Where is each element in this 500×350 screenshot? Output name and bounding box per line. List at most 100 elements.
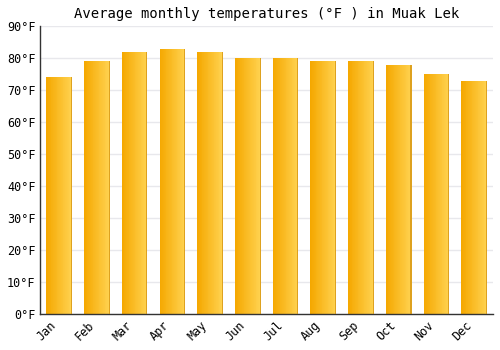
Bar	[65, 77, 66, 314]
Bar	[107, 62, 108, 314]
Bar	[209, 52, 210, 314]
Bar	[108, 62, 109, 314]
Bar	[471, 80, 472, 314]
Bar	[125, 52, 126, 314]
Bar	[444, 74, 445, 314]
Bar	[94, 62, 95, 314]
Bar	[256, 58, 258, 314]
Bar	[166, 49, 168, 314]
Bar	[70, 77, 71, 314]
Bar	[478, 80, 480, 314]
Bar	[435, 74, 436, 314]
Bar	[440, 74, 441, 314]
Bar	[310, 62, 312, 314]
Bar	[146, 52, 148, 314]
Bar	[136, 52, 137, 314]
Bar	[313, 62, 314, 314]
Bar	[278, 58, 280, 314]
Bar	[464, 80, 465, 314]
Bar	[178, 49, 179, 314]
Bar	[250, 58, 252, 314]
Bar	[277, 58, 278, 314]
Bar	[386, 65, 387, 314]
Bar	[290, 58, 292, 314]
Bar	[205, 52, 206, 314]
Bar	[286, 58, 288, 314]
Bar	[352, 62, 354, 314]
Bar	[215, 52, 216, 314]
Bar	[294, 58, 295, 314]
Bar	[356, 62, 358, 314]
Bar	[91, 62, 92, 314]
Bar	[358, 62, 360, 314]
Bar	[430, 74, 432, 314]
Bar	[253, 58, 254, 314]
Bar	[144, 52, 145, 314]
Bar	[272, 58, 274, 314]
Bar	[104, 62, 106, 314]
Bar	[364, 62, 366, 314]
Bar	[316, 62, 318, 314]
Bar	[355, 62, 356, 314]
Bar	[356, 62, 357, 314]
Bar	[161, 49, 162, 314]
Bar	[280, 58, 281, 314]
Bar	[429, 74, 430, 314]
Bar	[331, 62, 332, 314]
Bar	[394, 65, 396, 314]
Bar	[109, 62, 110, 314]
Title: Average monthly temperatures (°F ) in Muak Lek: Average monthly temperatures (°F ) in Mu…	[74, 7, 460, 21]
Bar	[324, 62, 325, 314]
Bar	[295, 58, 296, 314]
Bar	[97, 62, 98, 314]
Bar	[448, 74, 450, 314]
Bar	[127, 52, 128, 314]
Bar	[348, 62, 349, 314]
Bar	[96, 62, 97, 314]
Bar	[320, 62, 322, 314]
Bar	[48, 77, 49, 314]
Bar	[50, 77, 51, 314]
Bar	[221, 52, 222, 314]
Bar	[238, 58, 240, 314]
Bar	[314, 62, 316, 314]
Bar	[203, 52, 204, 314]
Bar	[132, 52, 133, 314]
Bar	[52, 77, 53, 314]
Bar	[257, 58, 258, 314]
Bar	[67, 77, 68, 314]
Bar	[276, 58, 277, 314]
Bar	[134, 52, 136, 314]
Bar	[95, 62, 96, 314]
Bar	[100, 62, 101, 314]
Bar	[446, 74, 448, 314]
Bar	[325, 62, 326, 314]
Bar	[198, 52, 199, 314]
Bar	[246, 58, 247, 314]
Bar	[297, 58, 298, 314]
Bar	[284, 58, 286, 314]
Bar	[366, 62, 367, 314]
Bar	[103, 62, 104, 314]
Bar	[326, 62, 328, 314]
Bar	[354, 62, 355, 314]
Bar	[210, 52, 211, 314]
Bar	[373, 62, 374, 314]
Bar	[143, 52, 144, 314]
Bar	[86, 62, 88, 314]
Bar	[102, 62, 103, 314]
Bar	[332, 62, 334, 314]
Bar	[334, 62, 336, 314]
Bar	[137, 52, 138, 314]
Bar	[482, 80, 484, 314]
Bar	[131, 52, 132, 314]
Bar	[410, 65, 412, 314]
Bar	[428, 74, 429, 314]
Bar	[468, 80, 469, 314]
Bar	[173, 49, 174, 314]
Bar	[397, 65, 398, 314]
Bar	[296, 58, 298, 314]
Bar	[440, 74, 442, 314]
Bar	[167, 49, 168, 314]
Bar	[126, 52, 127, 314]
